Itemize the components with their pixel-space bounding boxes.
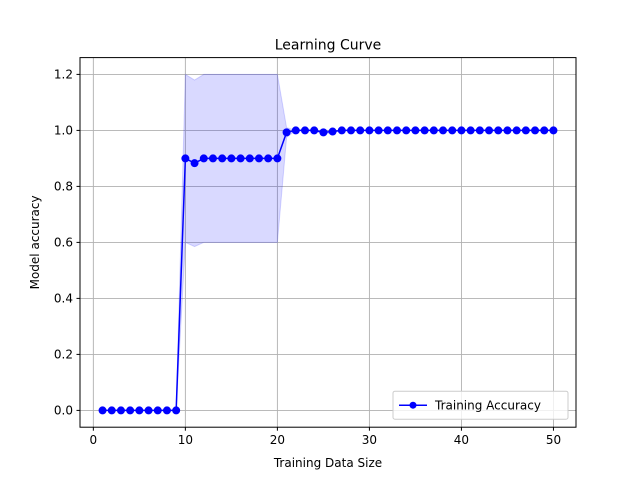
y-tick-label: 0.0	[54, 404, 73, 418]
data-point	[521, 126, 530, 135]
data-point	[126, 406, 135, 415]
data-point	[475, 126, 484, 135]
data-point	[245, 154, 254, 163]
data-point	[347, 126, 356, 135]
data-point	[337, 126, 346, 135]
data-point	[411, 126, 420, 135]
data-point	[540, 126, 549, 135]
data-point	[328, 127, 337, 136]
data-point	[273, 154, 282, 163]
data-point	[374, 126, 383, 135]
x-axis-ticks: 0 10 20 30 40 50	[90, 427, 561, 447]
y-tick-label: 0.8	[54, 180, 73, 194]
grid	[80, 57, 576, 428]
data-point	[457, 126, 466, 135]
data-point	[190, 159, 199, 168]
legend-entry-training-accuracy: Training Accuracy	[434, 399, 541, 413]
data-point	[319, 128, 328, 137]
y-tick-label: 0.4	[54, 292, 73, 306]
data-point	[485, 126, 494, 135]
legend-marker-swatch	[409, 401, 417, 409]
data-point	[531, 126, 540, 135]
data-point	[429, 126, 438, 135]
data-point	[291, 126, 300, 135]
data-point	[218, 154, 227, 163]
data-point	[402, 126, 411, 135]
series-markers	[98, 126, 558, 415]
data-point	[448, 126, 457, 135]
y-tick-label: 0.2	[54, 348, 73, 362]
data-point	[365, 126, 374, 135]
data-point	[503, 126, 512, 135]
data-point	[282, 128, 291, 137]
legend: Training Accuracy	[392, 390, 569, 420]
y-axis-ticks: 0.0 0.2 0.4 0.6 0.8 1.0 1.2	[54, 68, 80, 418]
data-point	[549, 126, 558, 135]
y-axis-label: Model accuracy	[28, 195, 42, 289]
data-point	[383, 126, 392, 135]
data-point	[172, 406, 181, 415]
data-point	[107, 406, 116, 415]
x-tick-label: 20	[270, 433, 285, 447]
data-point	[393, 126, 402, 135]
data-point	[494, 126, 503, 135]
data-point	[512, 126, 521, 135]
data-point	[310, 126, 319, 135]
x-axis-label: Training Data Size	[273, 456, 382, 470]
x-tick-label: 30	[362, 433, 377, 447]
data-point	[227, 154, 236, 163]
data-point	[208, 154, 217, 163]
data-point	[254, 154, 263, 163]
y-tick-label: 1.2	[54, 68, 73, 82]
data-point	[199, 154, 208, 163]
data-point	[236, 154, 245, 163]
data-point	[300, 126, 309, 135]
data-point	[466, 126, 475, 135]
data-point	[135, 406, 144, 415]
x-tick-label: 40	[454, 433, 469, 447]
x-tick-label: 50	[546, 433, 561, 447]
legend-box	[392, 390, 569, 420]
data-point	[356, 126, 365, 135]
data-point	[439, 126, 448, 135]
data-point	[162, 406, 171, 415]
data-point	[153, 406, 162, 415]
x-tick-label: 10	[178, 433, 193, 447]
y-tick-label: 1.0	[54, 124, 73, 138]
data-point	[116, 406, 125, 415]
data-point	[264, 154, 273, 163]
data-point	[181, 154, 190, 163]
data-point	[98, 406, 107, 415]
x-tick-label: 0	[90, 433, 98, 447]
chart-title: Learning Curve	[275, 38, 382, 54]
data-point	[144, 406, 153, 415]
data-point	[420, 126, 429, 135]
y-tick-label: 0.6	[54, 236, 73, 250]
